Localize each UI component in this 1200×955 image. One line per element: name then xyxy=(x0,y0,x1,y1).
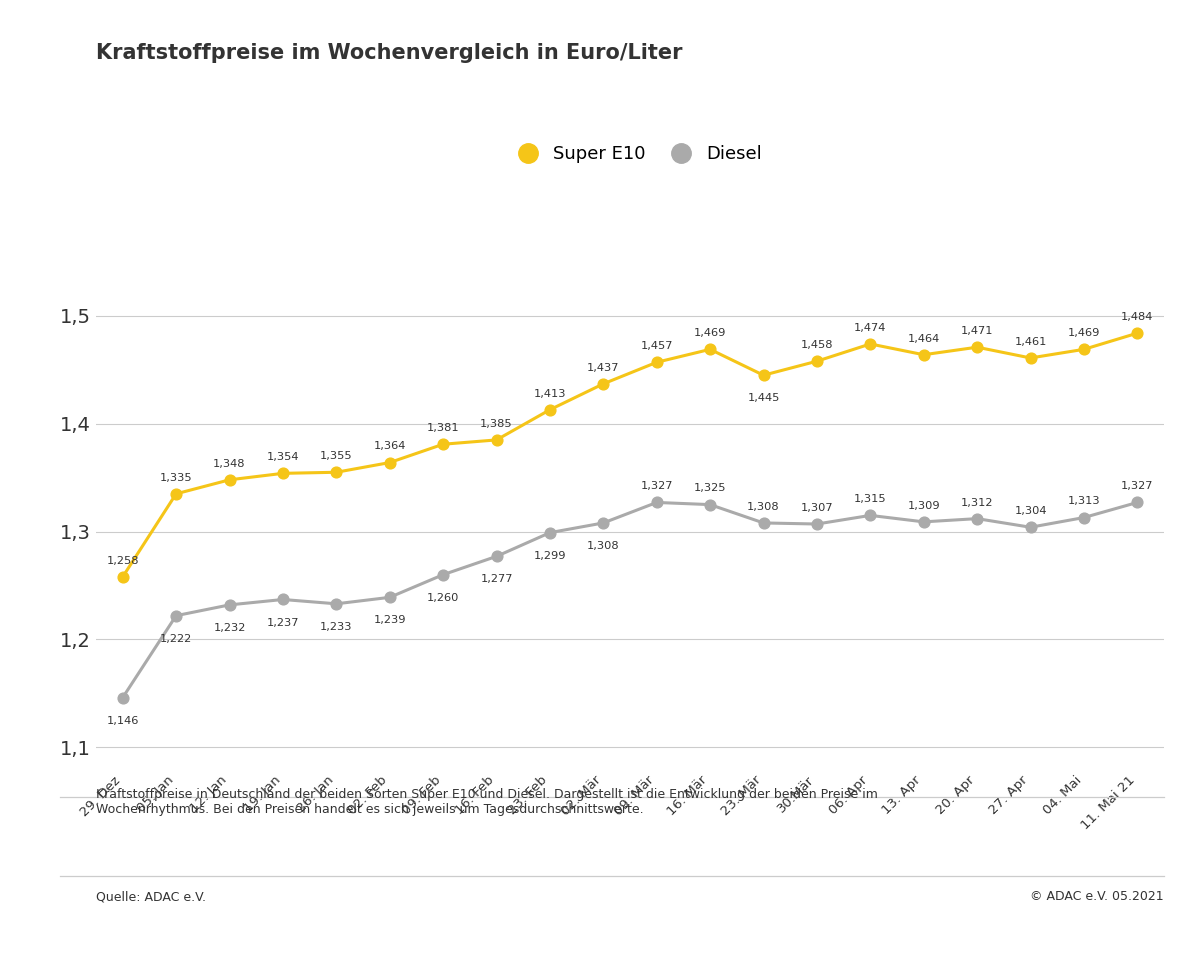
Text: 1,312: 1,312 xyxy=(961,498,994,507)
Text: 1,260: 1,260 xyxy=(427,593,460,603)
Text: Kraftstoffpreise im Wochenvergleich in Euro/Liter: Kraftstoffpreise im Wochenvergleich in E… xyxy=(96,43,683,63)
Text: 1,325: 1,325 xyxy=(694,483,726,494)
Point xyxy=(380,455,400,470)
Text: 1,327: 1,327 xyxy=(641,481,673,491)
Legend: Super E10, Diesel: Super E10, Diesel xyxy=(503,138,769,170)
Point xyxy=(1128,326,1147,341)
Point xyxy=(433,436,452,452)
Text: 1,258: 1,258 xyxy=(107,556,139,565)
Text: 1,381: 1,381 xyxy=(427,423,460,434)
Text: 1,237: 1,237 xyxy=(266,618,299,627)
Point xyxy=(274,592,293,607)
Point xyxy=(274,466,293,481)
Point xyxy=(220,472,239,487)
Point xyxy=(701,342,720,357)
Text: 1,348: 1,348 xyxy=(214,458,246,469)
Text: 1,277: 1,277 xyxy=(480,574,512,584)
Point xyxy=(167,608,186,624)
Text: Kraftstoffpreise in Deutschland der beiden Sorten Super E10 und Diesel. Dargeste: Kraftstoffpreise in Deutschland der beid… xyxy=(96,788,878,816)
Text: 1,239: 1,239 xyxy=(373,615,406,626)
Point xyxy=(914,347,934,362)
Text: 1,304: 1,304 xyxy=(1014,506,1046,516)
Text: 1,308: 1,308 xyxy=(748,501,780,512)
Point xyxy=(487,433,506,448)
Point xyxy=(1021,520,1040,535)
Point xyxy=(167,486,186,501)
Text: 1,464: 1,464 xyxy=(907,333,940,344)
Text: 1,315: 1,315 xyxy=(854,495,887,504)
Point xyxy=(1074,342,1093,357)
Text: 1,385: 1,385 xyxy=(480,419,512,429)
Text: 1,461: 1,461 xyxy=(1014,337,1046,347)
Text: 1,335: 1,335 xyxy=(160,473,192,482)
Text: 1,457: 1,457 xyxy=(641,341,673,351)
Point xyxy=(1021,350,1040,366)
Text: 1,437: 1,437 xyxy=(587,363,619,372)
Text: 1,474: 1,474 xyxy=(854,323,887,333)
Point xyxy=(967,340,986,355)
Text: 1,484: 1,484 xyxy=(1121,312,1153,322)
Point xyxy=(647,495,666,510)
Text: 1,308: 1,308 xyxy=(587,541,619,551)
Text: 1,471: 1,471 xyxy=(961,326,994,336)
Text: 1,445: 1,445 xyxy=(748,393,780,403)
Point xyxy=(113,690,132,705)
Point xyxy=(540,402,559,417)
Text: 1,458: 1,458 xyxy=(800,340,833,350)
Point xyxy=(594,516,613,531)
Point xyxy=(860,508,880,523)
Text: © ADAC e.V. 05.2021: © ADAC e.V. 05.2021 xyxy=(1031,890,1164,903)
Point xyxy=(808,353,827,369)
Text: 1,232: 1,232 xyxy=(214,623,246,633)
Point xyxy=(1074,510,1093,525)
Text: 1,222: 1,222 xyxy=(160,634,192,644)
Point xyxy=(754,516,773,531)
Text: 1,313: 1,313 xyxy=(1068,497,1100,506)
Text: 1,469: 1,469 xyxy=(694,329,726,338)
Point xyxy=(594,376,613,392)
Text: 1,413: 1,413 xyxy=(534,389,566,398)
Text: 1,327: 1,327 xyxy=(1121,481,1153,491)
Point xyxy=(647,354,666,370)
Text: 1,354: 1,354 xyxy=(266,453,299,462)
Text: 1,307: 1,307 xyxy=(800,503,833,513)
Text: 1,469: 1,469 xyxy=(1068,329,1100,338)
Point xyxy=(701,497,720,512)
Point xyxy=(326,596,346,611)
Point xyxy=(433,567,452,583)
Text: 1,233: 1,233 xyxy=(320,622,353,632)
Text: 1,364: 1,364 xyxy=(373,441,406,452)
Point xyxy=(380,589,400,605)
Point xyxy=(1128,495,1147,510)
Text: 1,146: 1,146 xyxy=(107,715,139,726)
Point xyxy=(113,569,132,584)
Point xyxy=(754,368,773,383)
Point xyxy=(540,525,559,541)
Point xyxy=(808,517,827,532)
Text: 1,355: 1,355 xyxy=(320,451,353,461)
Point xyxy=(967,511,986,526)
Point xyxy=(220,597,239,612)
Point xyxy=(487,549,506,564)
Point xyxy=(914,514,934,529)
Point xyxy=(326,465,346,480)
Text: 1,309: 1,309 xyxy=(907,500,940,511)
Point xyxy=(860,336,880,351)
Text: Quelle: ADAC e.V.: Quelle: ADAC e.V. xyxy=(96,890,206,903)
Text: 1,299: 1,299 xyxy=(534,551,566,561)
